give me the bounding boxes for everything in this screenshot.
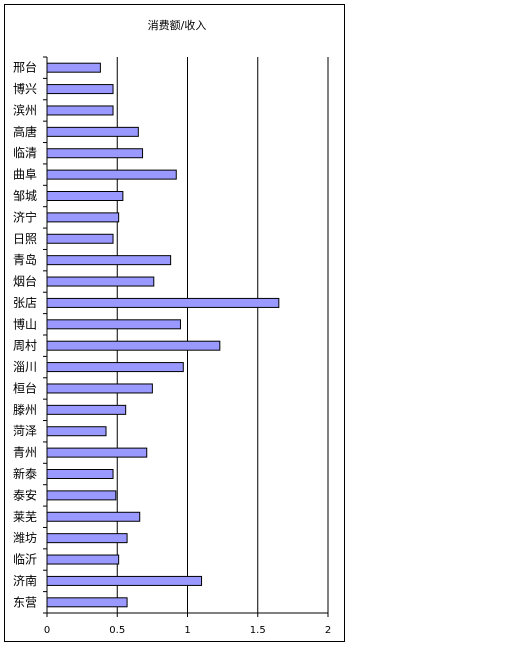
- category-label: 济宁: [13, 209, 37, 224]
- bar: [46, 191, 124, 201]
- category-label: 滕州: [13, 402, 37, 417]
- bar: [46, 62, 101, 73]
- category-label: 临沂: [13, 553, 37, 567]
- bar: [46, 340, 221, 351]
- x-tick-labels: 0 0.5 1 1.5 2: [44, 625, 331, 636]
- category-label: 泰安: [13, 487, 37, 502]
- bar: [46, 297, 280, 308]
- category-label: 菏泽: [13, 424, 37, 438]
- category-label: 新泰: [13, 466, 37, 481]
- bar: [46, 169, 177, 180]
- bar: [46, 426, 107, 437]
- chart-title: 消费额/收入: [148, 18, 207, 32]
- category-label: 桓台: [13, 380, 37, 395]
- x-tick-label: 2: [325, 625, 331, 636]
- category-label: 淄川: [13, 360, 37, 374]
- bar: [46, 148, 144, 159]
- bar: [46, 276, 155, 287]
- category-label: 曲阜: [13, 168, 37, 182]
- bar: [46, 490, 117, 501]
- category-label: 邹城: [13, 189, 37, 203]
- bar: [46, 233, 114, 244]
- bar: [46, 447, 148, 458]
- gridlines: [116, 57, 329, 613]
- bar: [46, 362, 184, 373]
- category-label: 临清: [13, 146, 37, 160]
- category-label: 邢台: [13, 60, 37, 75]
- category-label: 周村: [13, 339, 37, 353]
- category-label: 高唐: [13, 124, 37, 139]
- category-label: 滨州: [13, 102, 37, 117]
- category-label: 张店: [13, 296, 37, 310]
- x-tick-label: 0.5: [109, 625, 125, 636]
- bar: [46, 383, 153, 394]
- category-label: 济南: [13, 573, 37, 588]
- bar-chart: 消费额/收入 邢台博兴滨州高唐临清曲阜邹城济宁日照青岛烟台张店博山周村淄川桓台滕…: [13, 18, 331, 636]
- bar: [46, 469, 114, 479]
- bar: [46, 597, 128, 608]
- bar: [46, 533, 128, 544]
- bar: [46, 511, 141, 522]
- axes: [43, 56, 329, 617]
- x-tick-label: 1: [184, 625, 190, 636]
- category-labels: 邢台博兴滨州高唐临清曲阜邹城济宁日照青岛烟台张店博山周村淄川桓台滕州菏泽青州新泰…: [13, 60, 37, 610]
- category-label: 东营: [13, 595, 37, 609]
- category-label: 博兴: [13, 81, 37, 96]
- category-label: 博山: [13, 316, 37, 331]
- bar: [46, 554, 120, 565]
- category-label: 青州: [13, 446, 37, 460]
- category-label: 潍坊: [13, 530, 37, 545]
- bar: [46, 319, 181, 330]
- x-tick-label: 1.5: [250, 625, 266, 636]
- bar: [46, 105, 114, 116]
- category-label: 青岛: [13, 252, 37, 267]
- category-label: 烟台: [13, 274, 37, 289]
- bar: [46, 575, 203, 586]
- category-label: 莱芜: [13, 510, 37, 524]
- bar: [46, 126, 139, 137]
- bars: [46, 62, 280, 608]
- x-tick-label: 0: [44, 625, 50, 636]
- bar: [46, 84, 114, 95]
- bar: [46, 255, 172, 266]
- bar: [46, 212, 120, 223]
- category-label: 日照: [13, 232, 37, 246]
- bar: [46, 404, 127, 415]
- chart-frame: 消费额/收入 邢台博兴滨州高唐临清曲阜邹城济宁日照青岛烟台张店博山周村淄川桓台滕…: [4, 4, 345, 642]
